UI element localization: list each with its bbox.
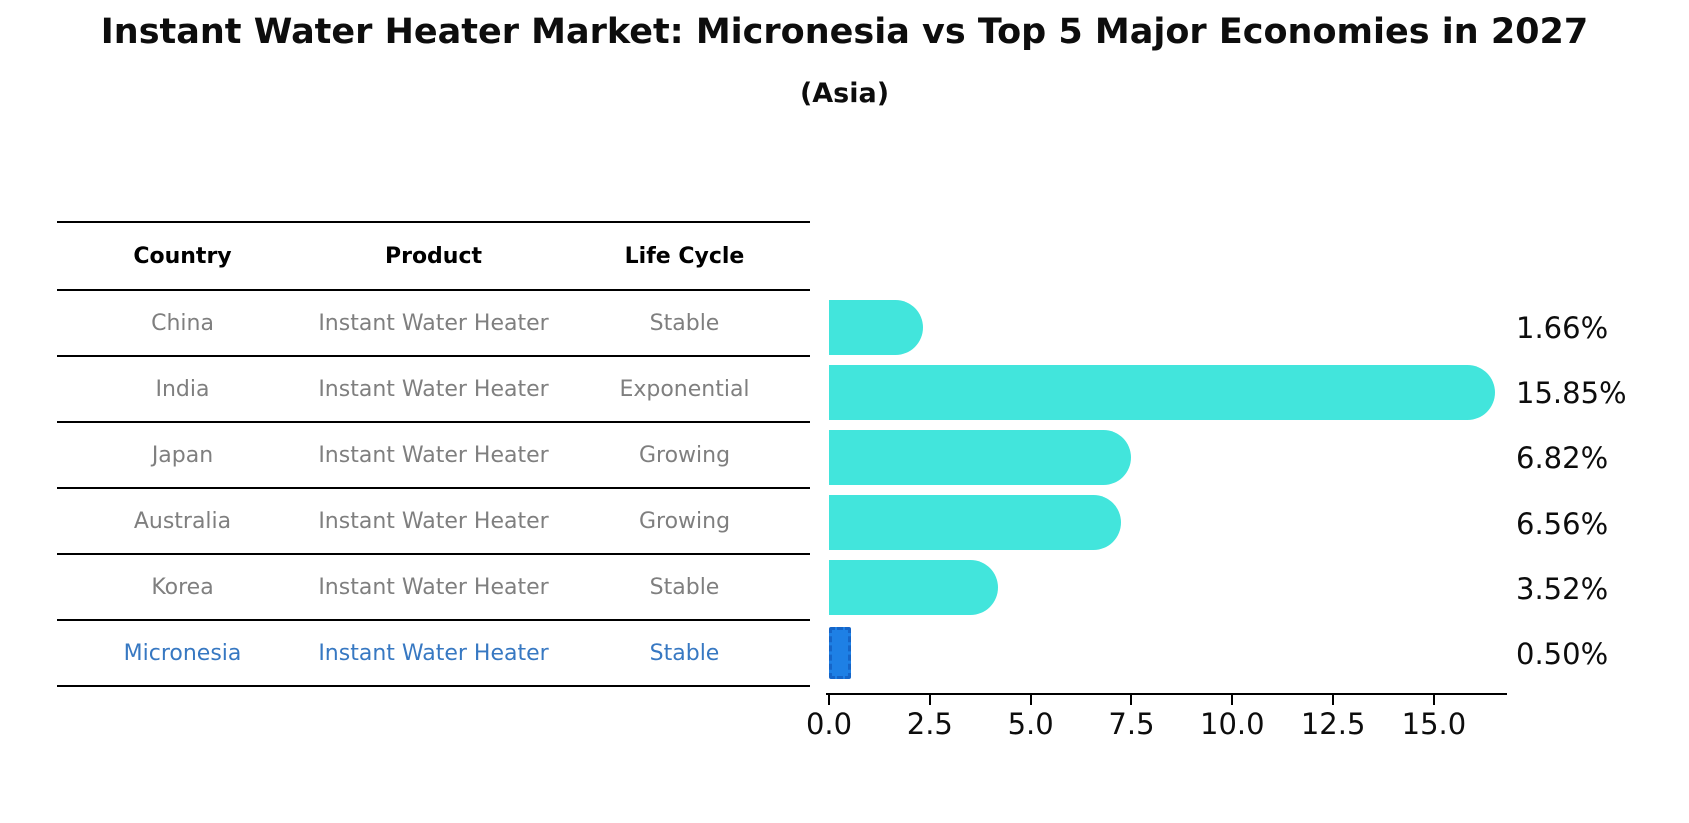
cell-life-cycle: Stable [649, 640, 720, 666]
x-tick-label: 7.5 [1108, 707, 1155, 741]
cell-product: Instant Water Heater [318, 310, 549, 336]
x-tick-label: 15.0 [1401, 707, 1467, 741]
x-tick-mark [1130, 695, 1133, 705]
cell-country: Micronesia [123, 640, 242, 666]
cell-life-cycle: Stable [649, 310, 720, 336]
cell-life-cycle: Growing [638, 508, 731, 534]
cell-product: Instant Water Heater [318, 508, 549, 534]
table-row: China Instant Water Heater Stable [57, 291, 810, 357]
x-tick-mark [928, 695, 931, 705]
bar-japan [829, 429, 1132, 485]
bar-value-label-australia: 6.56% [1516, 506, 1609, 541]
cell-product: Instant Water Heater [318, 376, 549, 402]
cell-country: Australia [133, 508, 232, 534]
bar-korea [829, 560, 998, 616]
table-row: Australia Instant Water Heater Growing [57, 489, 810, 555]
x-tick-label: 2.5 [906, 707, 953, 741]
x-tick-mark [828, 695, 830, 705]
x-tick-mark [1231, 695, 1234, 705]
bar-value-label-micronesia: 0.50% [1516, 637, 1609, 671]
bar-micronesia [829, 627, 852, 679]
x-tick-label: 5.0 [1007, 707, 1054, 741]
bar-china [829, 299, 923, 355]
x-tick-label: 12.5 [1300, 707, 1366, 741]
table-header-life-cycle: Life Cycle [624, 243, 745, 269]
cell-country: China [151, 310, 214, 336]
bar-value-label-china: 1.66% [1516, 311, 1609, 345]
cell-product: Instant Water Heater [318, 442, 549, 468]
bar-australia [829, 495, 1121, 551]
cell-country: Japan [151, 442, 214, 468]
x-tick-mark [1332, 695, 1335, 705]
cell-country: Korea [151, 574, 214, 600]
cell-product: Instant Water Heater [318, 574, 549, 600]
cell-country: India [155, 376, 210, 402]
table-row: India Instant Water Heater Exponential [57, 357, 810, 423]
x-tick-label: 0.0 [805, 707, 853, 741]
cell-life-cycle: Exponential [619, 376, 750, 402]
table-header-country: Country [133, 243, 232, 269]
page-subtitle: (Asia) [799, 78, 890, 109]
bar-value-label-japan: 6.82% [1516, 441, 1609, 476]
table-header-product: Product [384, 243, 483, 269]
table-header-row: Country Product Life Cycle [57, 223, 810, 291]
table-row: Japan Instant Water Heater Growing [57, 423, 810, 489]
bar-india [829, 364, 1496, 420]
x-tick-mark [1432, 695, 1435, 705]
cell-life-cycle: Growing [638, 442, 731, 468]
table-row: Micronesia Instant Water Heater Stable [57, 621, 810, 687]
x-axis-line [826, 693, 1507, 695]
cell-product: Instant Water Heater [318, 640, 549, 666]
x-tick-mark [1029, 695, 1032, 705]
bar-value-label-korea: 3.52% [1516, 571, 1609, 606]
x-tick-label: 10.0 [1200, 707, 1265, 741]
table-row: Korea Instant Water Heater Stable [57, 555, 810, 621]
cell-life-cycle: Stable [649, 574, 720, 600]
page-title: Instant Water Heater Market: Micronesia … [100, 12, 1589, 52]
bar-value-label-india: 15.85% [1516, 376, 1627, 411]
comparison-table: Country Product Life Cycle China Instant… [57, 221, 810, 687]
